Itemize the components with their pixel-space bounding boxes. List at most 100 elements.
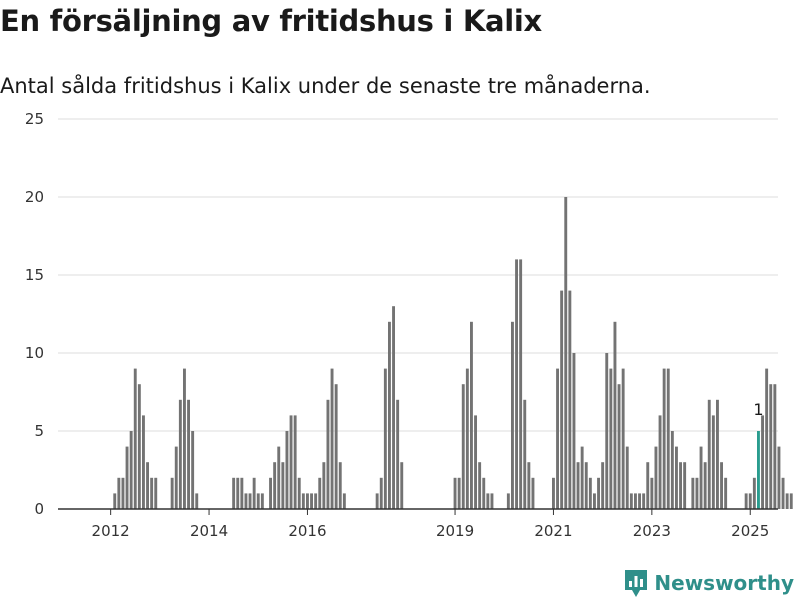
bar	[240, 477, 244, 509]
newsworthy-logo: Newsworthy	[624, 568, 794, 598]
chart-title: En försäljning av fritidshus i Kalix	[0, 4, 542, 38]
bar	[593, 493, 596, 509]
bar	[293, 415, 297, 509]
bar	[650, 477, 654, 509]
bar	[675, 446, 678, 509]
bar	[256, 493, 260, 509]
bar	[277, 446, 281, 509]
bar	[281, 462, 285, 509]
bar	[748, 493, 752, 509]
x-tick-label: 2025	[731, 522, 769, 540]
bar	[564, 197, 568, 509]
brand-name: Newsworthy	[654, 571, 794, 595]
bar	[506, 493, 510, 509]
bar	[531, 477, 535, 509]
bar	[174, 446, 178, 509]
bar	[625, 446, 629, 509]
bar	[576, 462, 580, 509]
bar	[236, 477, 240, 509]
bar	[113, 493, 117, 509]
bar	[757, 431, 760, 509]
bar	[470, 321, 473, 509]
bar	[465, 368, 469, 509]
bar	[707, 399, 711, 509]
y-tick-label: 5	[34, 422, 44, 440]
bar	[461, 384, 465, 509]
bar	[137, 384, 141, 509]
chart-subtitle: Antal sålda fritidshus i Kalix under de …	[0, 74, 651, 98]
bar	[711, 415, 715, 509]
bar	[146, 462, 149, 509]
bar	[285, 431, 289, 509]
bar	[379, 477, 383, 509]
bar	[638, 493, 641, 509]
bar	[486, 493, 490, 509]
bar	[654, 446, 658, 509]
bar	[646, 462, 650, 509]
bar	[658, 415, 662, 509]
bar	[761, 415, 764, 509]
bar	[342, 493, 346, 509]
bar	[338, 462, 342, 509]
bar	[125, 446, 129, 509]
bar	[552, 477, 555, 509]
x-tick-label: 2014	[190, 522, 228, 540]
bar	[195, 493, 199, 509]
bar	[584, 462, 588, 509]
bar	[187, 399, 190, 509]
bar	[724, 477, 728, 509]
bar	[601, 462, 605, 509]
bar	[699, 446, 703, 509]
y-tick-label: 20	[25, 188, 44, 206]
bar	[560, 290, 564, 509]
bar	[154, 477, 158, 509]
bar	[752, 477, 756, 509]
bar	[117, 477, 121, 509]
bar	[613, 321, 617, 509]
bar	[773, 384, 777, 509]
bar	[326, 399, 330, 509]
bar	[392, 306, 395, 509]
bar	[474, 415, 477, 509]
bar	[580, 446, 584, 509]
bar	[695, 477, 699, 509]
bar	[716, 399, 719, 509]
bar	[133, 368, 137, 509]
bar	[318, 477, 322, 509]
x-tick-label: 2016	[288, 522, 326, 540]
bar	[523, 399, 527, 509]
bar	[248, 493, 252, 509]
bar	[683, 462, 687, 509]
bar	[769, 384, 773, 509]
bar	[744, 493, 748, 509]
bar	[183, 368, 186, 509]
bar	[383, 368, 387, 509]
y-tick-label: 0	[34, 500, 44, 518]
bar	[178, 399, 182, 509]
bar	[720, 462, 723, 509]
x-tick-label: 2021	[534, 522, 572, 540]
bar	[556, 368, 559, 509]
bar	[269, 477, 272, 509]
bar	[244, 493, 248, 509]
bar	[777, 446, 781, 509]
y-tick-label: 10	[25, 344, 44, 362]
bar	[396, 399, 400, 509]
bar	[260, 493, 264, 509]
bar	[142, 415, 145, 509]
bar	[330, 368, 334, 509]
bar	[621, 368, 625, 509]
bar	[597, 477, 600, 509]
x-tick-label: 2023	[633, 522, 671, 540]
bar	[170, 477, 174, 509]
bar	[121, 477, 125, 509]
bar	[519, 259, 523, 509]
bar	[453, 477, 457, 509]
bar	[785, 493, 789, 509]
bar	[490, 493, 494, 509]
bar	[703, 462, 707, 509]
bar	[572, 353, 576, 509]
bar	[609, 368, 613, 509]
bar	[388, 321, 391, 509]
bar	[605, 353, 609, 509]
